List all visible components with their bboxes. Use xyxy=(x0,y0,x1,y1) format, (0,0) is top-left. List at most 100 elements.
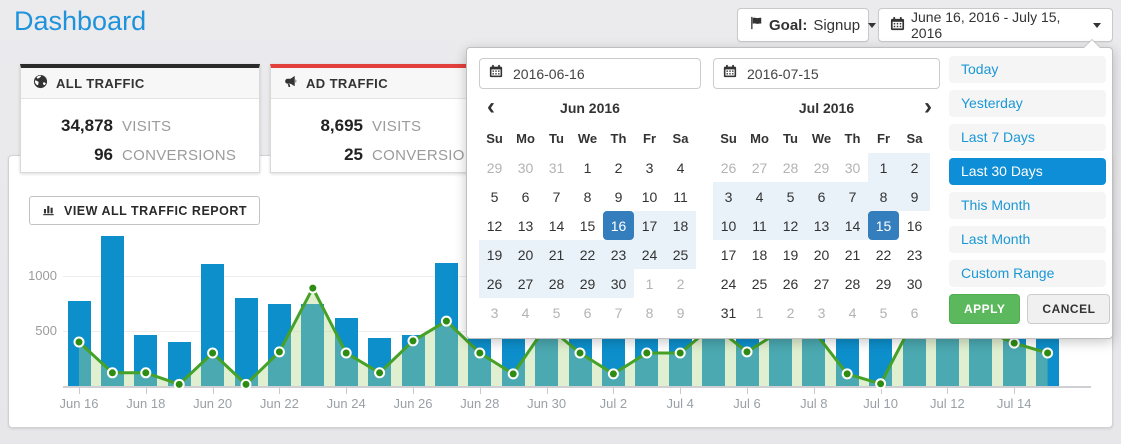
calendar-day[interactable]: 21 xyxy=(541,240,572,269)
calendar-day[interactable]: 25 xyxy=(665,240,696,269)
calendar-day[interactable]: 31 xyxy=(548,159,565,176)
calendar-day[interactable]: 29 xyxy=(486,159,503,176)
calendar-day[interactable]: 30 xyxy=(844,159,861,176)
preset-last-month[interactable]: Last Month xyxy=(949,226,1106,253)
calendar-day[interactable]: 13 xyxy=(806,211,837,240)
calendar-day[interactable]: 1 xyxy=(645,275,654,292)
calendar-day[interactable]: 4 xyxy=(848,304,857,321)
calendar-day[interactable]: 29 xyxy=(875,275,892,292)
calendar-day[interactable]: 24 xyxy=(634,240,665,269)
goal-dropdown-button[interactable]: Goal: Signup xyxy=(737,8,877,42)
calendar-day[interactable]: 10 xyxy=(713,211,744,240)
calendar-day[interactable]: 2 xyxy=(899,153,930,182)
calendar-day[interactable]: 16 xyxy=(603,211,634,240)
calendar-day[interactable]: 5 xyxy=(879,304,888,321)
calendar-day[interactable]: 30 xyxy=(603,269,634,298)
calendar-day[interactable]: 23 xyxy=(603,240,634,269)
calendar-day[interactable]: 10 xyxy=(641,188,658,205)
calendar-day[interactable]: 4 xyxy=(521,304,530,321)
view-all-traffic-report-button[interactable]: VIEW ALL TRAFFIC REPORT xyxy=(29,196,261,225)
calendar-day[interactable]: 6 xyxy=(583,304,592,321)
calendar-day[interactable]: 26 xyxy=(720,159,737,176)
calendar-day[interactable]: 22 xyxy=(572,240,603,269)
calendar-day[interactable]: 1 xyxy=(755,304,764,321)
calendar-day[interactable]: 31 xyxy=(720,304,737,321)
next-month-button[interactable]: › xyxy=(924,93,932,120)
preset-last-30-days[interactable]: Last 30 Days xyxy=(949,158,1106,185)
calendar-day[interactable]: 19 xyxy=(479,240,510,269)
calendar-day[interactable]: 28 xyxy=(541,269,572,298)
calendar-day[interactable]: 27 xyxy=(510,269,541,298)
prev-month-button[interactable]: ‹ xyxy=(487,93,495,120)
calendar-day[interactable]: 13 xyxy=(517,217,534,234)
calendar-day[interactable]: 29 xyxy=(813,159,830,176)
calendar-day[interactable]: 15 xyxy=(868,211,899,240)
calendar-day[interactable]: 1 xyxy=(868,153,899,182)
calendar-day[interactable]: 26 xyxy=(479,269,510,298)
calendar-day[interactable]: 12 xyxy=(775,211,806,240)
calendar-day[interactable]: 12 xyxy=(486,217,503,234)
calendar-day[interactable]: 11 xyxy=(673,188,688,205)
preset-today[interactable]: Today xyxy=(949,56,1106,83)
preset-custom-range[interactable]: Custom Range xyxy=(949,260,1106,287)
calendar-day[interactable]: 8 xyxy=(583,188,592,205)
calendar-day[interactable]: 6 xyxy=(806,182,837,211)
date-range-button[interactable]: June 16, 2016 - July 15, 2016 xyxy=(878,8,1113,42)
end-date-input[interactable] xyxy=(745,64,930,83)
calendar-day[interactable]: 27 xyxy=(813,275,830,292)
calendar-day[interactable]: 16 xyxy=(906,217,923,234)
calendar-day[interactable]: 5 xyxy=(552,304,561,321)
cancel-button[interactable]: CANCEL xyxy=(1027,294,1111,324)
calendar-day[interactable]: 30 xyxy=(906,275,923,292)
calendar-day[interactable]: 14 xyxy=(548,217,565,234)
calendar-day[interactable]: 20 xyxy=(813,246,830,263)
calendar-day[interactable]: 3 xyxy=(645,159,654,176)
calendar-day[interactable]: 6 xyxy=(910,304,919,321)
calendar-day[interactable]: 9 xyxy=(899,182,930,211)
calendar-day[interactable]: 6 xyxy=(521,188,530,205)
calendar-day[interactable]: 15 xyxy=(579,217,596,234)
calendar-day[interactable]: 26 xyxy=(782,275,799,292)
calendar-day[interactable]: 28 xyxy=(782,159,799,176)
calendar-day[interactable]: 20 xyxy=(510,240,541,269)
calendar-day[interactable]: 7 xyxy=(837,182,868,211)
calendar-day[interactable]: 9 xyxy=(676,304,685,321)
calendar-day[interactable]: 2 xyxy=(786,304,795,321)
calendar-day[interactable]: 27 xyxy=(751,159,768,176)
calendar-day[interactable]: 4 xyxy=(744,182,775,211)
calendar-day[interactable]: 24 xyxy=(720,275,737,292)
calendar-day[interactable]: 1 xyxy=(583,159,592,176)
calendar-day[interactable]: 5 xyxy=(490,188,499,205)
calendar-day[interactable]: 22 xyxy=(875,246,892,263)
calendar-day[interactable]: 5 xyxy=(775,182,806,211)
calendar-day[interactable]: 7 xyxy=(614,304,623,321)
calendar-day[interactable]: 11 xyxy=(744,211,775,240)
preset-yesterday[interactable]: Yesterday xyxy=(949,90,1106,117)
calendar-day[interactable]: 7 xyxy=(552,188,561,205)
calendar-day[interactable]: 3 xyxy=(713,182,744,211)
calendar-day[interactable]: 8 xyxy=(868,182,899,211)
calendar-day[interactable]: 19 xyxy=(782,246,799,263)
calendar-day[interactable]: 3 xyxy=(817,304,826,321)
calendar-day[interactable]: 21 xyxy=(844,246,861,263)
calendar-day[interactable]: 8 xyxy=(645,304,654,321)
calendar-day[interactable]: 18 xyxy=(751,246,768,263)
calendar-day[interactable]: 9 xyxy=(614,188,623,205)
calendar-day[interactable]: 2 xyxy=(614,159,623,176)
apply-button[interactable]: APPLY xyxy=(949,294,1021,324)
calendar-day[interactable]: 30 xyxy=(517,159,534,176)
calendar-day[interactable]: 17 xyxy=(720,246,737,263)
calendar-day[interactable]: 3 xyxy=(490,304,499,321)
calendar-day[interactable]: 29 xyxy=(572,269,603,298)
start-date-input[interactable] xyxy=(511,64,691,83)
calendar-day[interactable]: 25 xyxy=(751,275,768,292)
calendar-day[interactable]: 2 xyxy=(676,275,685,292)
calendar-day[interactable]: 28 xyxy=(844,275,861,292)
preset-last-7-days[interactable]: Last 7 Days xyxy=(949,124,1106,151)
preset-this-month[interactable]: This Month xyxy=(949,192,1106,219)
calendar-day[interactable]: 4 xyxy=(676,159,685,176)
calendar-day[interactable]: 23 xyxy=(906,246,923,263)
calendar-day[interactable]: 18 xyxy=(665,211,696,240)
calendar-day[interactable]: 17 xyxy=(634,211,665,240)
calendar-day[interactable]: 14 xyxy=(837,211,868,240)
